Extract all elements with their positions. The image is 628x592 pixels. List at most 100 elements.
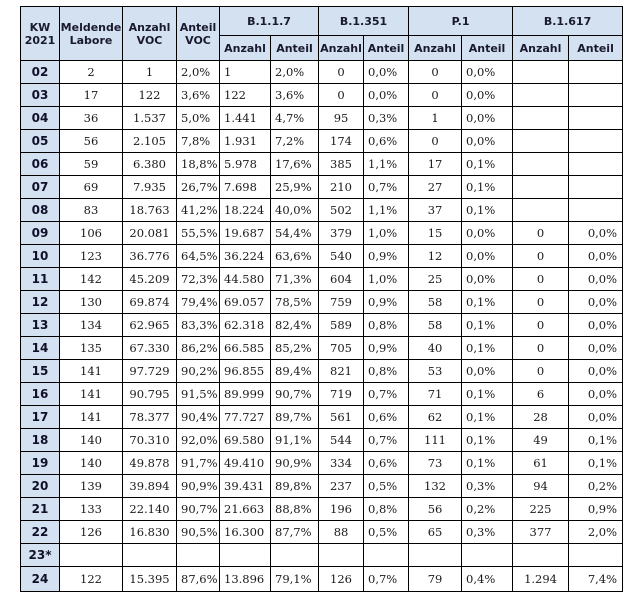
p1-count-cell: 37	[408, 198, 463, 222]
b1351-count-cell: 88	[318, 520, 365, 544]
b117-count-cell: 1.441	[219, 106, 271, 130]
b1617-share-cell: 0,0%	[568, 244, 624, 268]
subheader-share: Anteil	[269, 35, 320, 61]
b1617-share-cell: 0,0%	[568, 267, 624, 291]
b1617-share-cell	[568, 543, 624, 567]
b117-share-cell	[269, 543, 320, 567]
voc-share-cell: 55,5%	[176, 221, 220, 245]
b117-share-cell: 78,5%	[269, 290, 320, 314]
b1351-count-cell: 821	[318, 359, 365, 383]
voc-count-cell: 6.380	[122, 152, 177, 176]
voc-share-cell: 26,7%	[176, 175, 220, 199]
p1-count-cell: 27	[408, 175, 463, 199]
b1351-count-cell: 604	[318, 267, 365, 291]
p1-count-cell: 111	[408, 428, 463, 452]
b1617-share-cell	[568, 152, 624, 176]
b1351-count-cell: 589	[318, 313, 365, 337]
b1617-share-cell: 2,0%	[568, 520, 624, 544]
b117-share-cell: 87,7%	[269, 520, 320, 544]
b1617-count-cell: 28	[512, 405, 570, 429]
kw-cell: 23*	[20, 543, 60, 567]
kw-cell: 12	[20, 290, 60, 314]
variant-header-b1351: B.1.351	[318, 6, 410, 36]
p1-share-cell: 0,0%	[461, 60, 514, 84]
voc-share-cell: 91,5%	[176, 382, 220, 406]
voc-share-cell: 83,3%	[176, 313, 220, 337]
kw-cell: 05	[20, 129, 60, 153]
table-row: 07 69 7.935 26,7% 7.698 25,9% 210 0,7% 27 0,1%	[20, 175, 624, 199]
voc-share-cell: 90,4%	[176, 405, 220, 429]
p1-count-cell: 65	[408, 520, 463, 544]
b1617-count-cell	[512, 175, 570, 199]
kw-cell: 03	[20, 83, 60, 107]
b1351-share-cell: 0,9%	[363, 290, 410, 314]
b1351-share-cell: 0,3%	[363, 106, 410, 130]
b1351-share-cell: 0,9%	[363, 336, 410, 360]
b1617-count-cell	[512, 83, 570, 107]
voc-share-cell: 7,8%	[176, 129, 220, 153]
table-row: 05 56 2.105 7,8% 1.931 7,2% 174 0,6% 0 0,0%	[20, 129, 624, 153]
b117-share-cell: 82,4%	[269, 313, 320, 337]
b117-share-cell: 3,6%	[269, 83, 320, 107]
kw-cell: 02	[20, 60, 60, 84]
voc-share-cell: 90,9%	[176, 474, 220, 498]
p1-share-cell: 0,2%	[461, 497, 514, 521]
b117-count-cell: 62.318	[219, 313, 271, 337]
b1351-count-cell: 210	[318, 175, 365, 199]
b1617-count-cell: 94	[512, 474, 570, 498]
b1617-share-cell	[568, 60, 624, 84]
b1617-count-cell: 0	[512, 313, 570, 337]
table-row: 23*	[20, 543, 624, 567]
b117-share-cell: 2,0%	[269, 60, 320, 84]
voc-share-cell: 3,6%	[176, 83, 220, 107]
b1351-count-cell: 196	[318, 497, 365, 521]
b117-share-cell: 89,4%	[269, 359, 320, 383]
b1617-share-cell	[568, 129, 624, 153]
b117-share-cell: 91,1%	[269, 428, 320, 452]
voc-count-cell: 90.795	[122, 382, 177, 406]
b1617-share-cell: 0,0%	[568, 359, 624, 383]
p1-count-cell: 12	[408, 244, 463, 268]
voc-count-cell: 36.776	[122, 244, 177, 268]
voc-count-cell: 70.310	[122, 428, 177, 452]
b1351-count-cell: 502	[318, 198, 365, 222]
b1351-share-cell: 0,7%	[363, 175, 410, 199]
voc-share-cell: 18,8%	[176, 152, 220, 176]
table-row: 21 133 22.140 90,7% 21.663 88,8% 196 0,8% 56 0,2%…	[20, 497, 624, 521]
voc-share-cell: 90,5%	[176, 520, 220, 544]
kw-header: KW 2021	[20, 6, 60, 61]
table-row: 10 123 36.776 64,5% 36.224 63,6% 540 0,9% 12 0,0%…	[20, 244, 624, 268]
table-body: 02 2 1 2,0% 1 2,0% 0 0,0% 0 0,0% 03 17 122 3,6% 122 3,6…	[20, 60, 624, 592]
kw-cell: 08	[20, 198, 60, 222]
b1351-share-cell: 0,0%	[363, 83, 410, 107]
b1351-count-cell: 540	[318, 244, 365, 268]
labs-cell: 83	[59, 198, 123, 222]
p1-count-cell: 132	[408, 474, 463, 498]
labs-cell	[59, 543, 123, 567]
b1617-count-cell: 49	[512, 428, 570, 452]
p1-count-cell: 17	[408, 152, 463, 176]
table-row: 11 142 45.209 72,3% 44.580 71,3% 604 1,0% 25 0,0%…	[20, 267, 624, 291]
kw-cell: 09	[20, 221, 60, 245]
voc-count-cell: 18.763	[122, 198, 177, 222]
labs-cell: 141	[59, 359, 123, 383]
voc-count-header-line1: Anzahl	[128, 20, 171, 34]
table-row: 04 36 1.537 5,0% 1.441 4,7% 95 0,3% 1 0,0%	[20, 106, 624, 130]
labs-cell: 133	[59, 497, 123, 521]
voc-share-cell: 72,3%	[176, 267, 220, 291]
table-row: 02 2 1 2,0% 1 2,0% 0 0,0% 0 0,0%	[20, 60, 624, 84]
voc-count-cell: 16.830	[122, 520, 177, 544]
kw-cell: 04	[20, 106, 60, 130]
b1617-count-cell: 0	[512, 267, 570, 291]
table-row: 06 59 6.380 18,8% 5.978 17,6% 385 1,1% 17 0,1%	[20, 152, 624, 176]
b1617-count-cell	[512, 152, 570, 176]
kw-cell: 20	[20, 474, 60, 498]
voc-share-cell: 90,7%	[176, 497, 220, 521]
voc-share-cell: 92,0%	[176, 428, 220, 452]
labs-cell: 59	[59, 152, 123, 176]
labs-cell: 134	[59, 313, 123, 337]
b1617-share-cell: 0,0%	[568, 336, 624, 360]
p1-share-cell	[461, 543, 514, 567]
p1-count-cell: 0	[408, 60, 463, 84]
b1617-count-cell: 0	[512, 359, 570, 383]
